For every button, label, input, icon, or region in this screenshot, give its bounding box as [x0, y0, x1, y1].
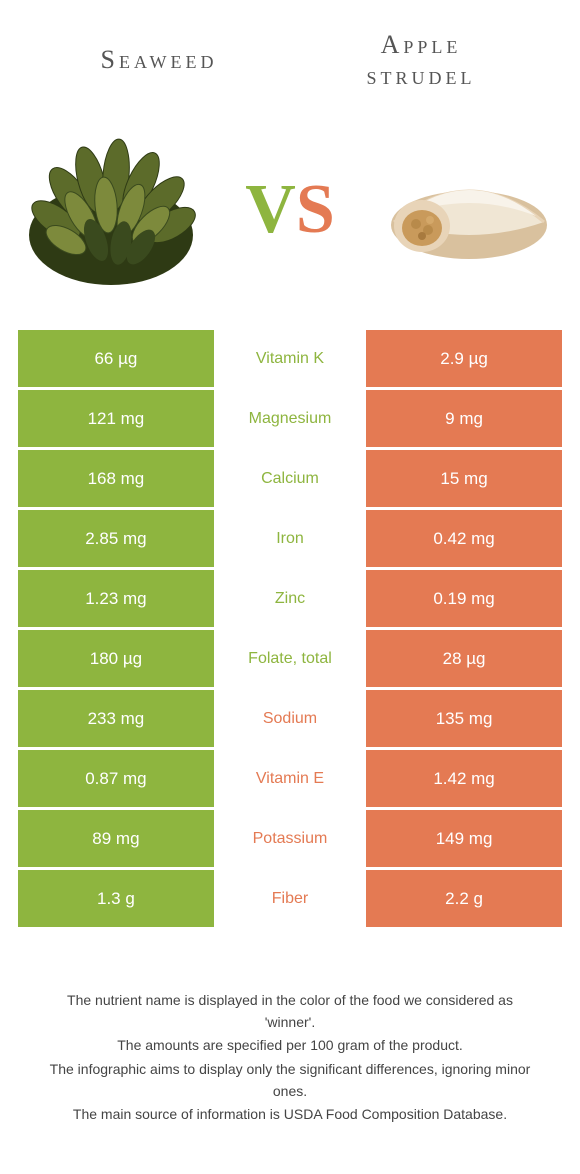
cell-left-value: 0.87 mg	[18, 750, 214, 807]
cell-nutrient-label: Folate, total	[214, 630, 366, 687]
table-row: 1.3 gFiber2.2 g	[18, 870, 562, 927]
cell-left-value: 2.85 mg	[18, 510, 214, 567]
header-left: Seaweed	[28, 44, 290, 75]
vs-v: V	[245, 171, 296, 248]
table-row: 233 mgSodium135 mg	[18, 690, 562, 747]
footnote-line: The infographic aims to display only the…	[40, 1059, 540, 1102]
table-row: 0.87 mgVitamin E1.42 mg	[18, 750, 562, 807]
cell-left-value: 1.3 g	[18, 870, 214, 927]
cell-right-value: 2.2 g	[366, 870, 562, 927]
cell-right-value: 9 mg	[366, 390, 562, 447]
table-row: 168 mgCalcium15 mg	[18, 450, 562, 507]
table-row: 2.85 mgIron0.42 mg	[18, 510, 562, 567]
cell-left-value: 180 µg	[18, 630, 214, 687]
footnote-line: The amounts are specified per 100 gram o…	[40, 1035, 540, 1057]
cell-right-value: 149 mg	[366, 810, 562, 867]
seaweed-illustration	[16, 125, 206, 295]
header: Seaweed Apple strudel	[0, 0, 580, 120]
strudel-illustration	[374, 125, 564, 295]
cell-right-value: 0.42 mg	[366, 510, 562, 567]
vs-label: VS	[245, 170, 335, 250]
cell-right-value: 0.19 mg	[366, 570, 562, 627]
cell-nutrient-label: Calcium	[214, 450, 366, 507]
cell-right-value: 2.9 µg	[366, 330, 562, 387]
footnotes: The nutrient name is displayed in the co…	[0, 930, 580, 1126]
cell-right-value: 15 mg	[366, 450, 562, 507]
cell-left-value: 89 mg	[18, 810, 214, 867]
footnote-line: The main source of information is USDA F…	[40, 1104, 540, 1126]
cell-nutrient-label: Sodium	[214, 690, 366, 747]
cell-right-value: 1.42 mg	[366, 750, 562, 807]
title-right-1: Apple	[290, 29, 552, 60]
header-right: Apple strudel	[290, 29, 552, 91]
table-row: 180 µgFolate, total28 µg	[18, 630, 562, 687]
cell-right-value: 28 µg	[366, 630, 562, 687]
table-row: 89 mgPotassium149 mg	[18, 810, 562, 867]
title-left: Seaweed	[28, 44, 290, 75]
comparison-table: 66 µgVitamin K2.9 µg121 mgMagnesium9 mg1…	[0, 330, 580, 927]
cell-nutrient-label: Vitamin E	[214, 750, 366, 807]
cell-left-value: 168 mg	[18, 450, 214, 507]
cell-left-value: 66 µg	[18, 330, 214, 387]
cell-left-value: 1.23 mg	[18, 570, 214, 627]
footnote-line: The nutrient name is displayed in the co…	[40, 990, 540, 1033]
cell-nutrient-label: Magnesium	[214, 390, 366, 447]
vs-s: S	[296, 171, 335, 248]
table-row: 66 µgVitamin K2.9 µg	[18, 330, 562, 387]
strudel-icon	[384, 150, 554, 270]
cell-nutrient-label: Vitamin K	[214, 330, 366, 387]
cell-nutrient-label: Fiber	[214, 870, 366, 927]
vs-row: VS	[0, 120, 580, 330]
seaweed-icon	[21, 125, 201, 295]
table-row: 1.23 mgZinc0.19 mg	[18, 570, 562, 627]
cell-left-value: 233 mg	[18, 690, 214, 747]
cell-nutrient-label: Potassium	[214, 810, 366, 867]
title-right-2: strudel	[290, 60, 552, 91]
cell-left-value: 121 mg	[18, 390, 214, 447]
cell-nutrient-label: Iron	[214, 510, 366, 567]
cell-nutrient-label: Zinc	[214, 570, 366, 627]
cell-right-value: 135 mg	[366, 690, 562, 747]
table-row: 121 mgMagnesium9 mg	[18, 390, 562, 447]
